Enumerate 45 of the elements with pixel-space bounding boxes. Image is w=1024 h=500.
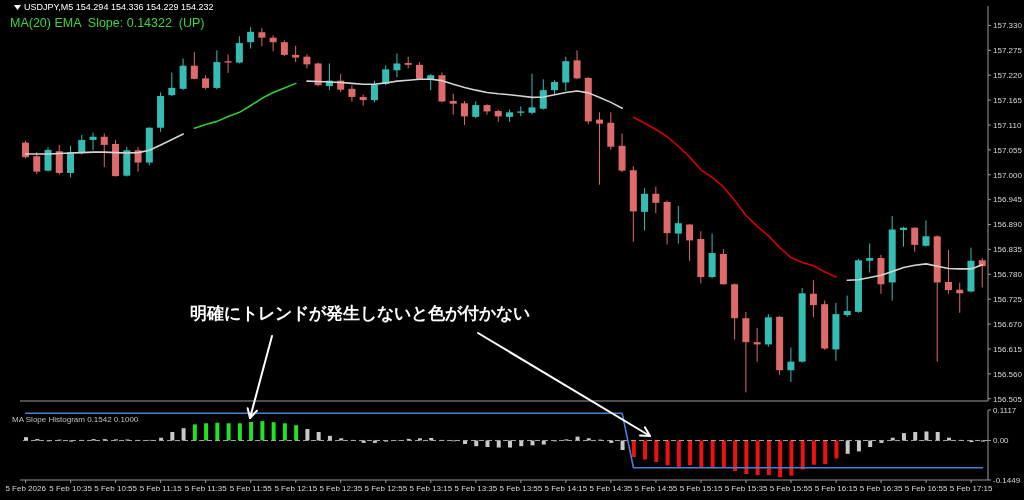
y-tick-label: -0.1449 [993, 475, 1021, 485]
x-tick-label: 5 Feb 13:15 [409, 484, 453, 493]
x-tick-label: 5 Feb 12:15 [274, 484, 318, 493]
x-tick-label: 5 Feb 12:35 [319, 484, 363, 493]
x-tick-label: 5 Feb 11:15 [139, 484, 183, 493]
y-tick-label: 157.055 [993, 145, 1023, 155]
chart-title: USDJPY,M5 154.294 154.336 154.229 154.232 [24, 2, 214, 13]
x-tick-label: 5 Feb 2026 [5, 484, 47, 493]
x-tick-label: 5 Feb 16:15 [814, 484, 858, 493]
text: MA Slope Histogram 0.1542 0.1000 [12, 415, 139, 425]
x-tick-label: 5 Feb 14:55 [634, 484, 678, 493]
x-tick-label: 5 Feb 15:55 [769, 484, 813, 493]
y-tick-label: 0.1117 [993, 405, 1017, 415]
y-tick-label: 156.725 [993, 295, 1023, 305]
x-tick-label: 5 Feb 16:55 [904, 484, 948, 493]
x-tick-label: 5 Feb 16:35 [859, 484, 903, 493]
x-tick-label: 5 Feb 14:15 [544, 484, 588, 493]
y-tick-label: 156.890 [993, 220, 1023, 230]
y-tick-label: 156.560 [993, 369, 1023, 379]
annotation: 明確にトレンドが発生しないと色が付かない [190, 304, 530, 324]
y-tick-label: 157.165 [993, 95, 1023, 105]
y-tick-label: 156.505 [993, 394, 1023, 404]
x-tick-label: 5 Feb 13:35 [454, 484, 498, 493]
x-tick-label: 5 Feb 11:55 [229, 484, 273, 493]
x-tick-label: 5 Feb 12:55 [364, 484, 408, 493]
y-tick-label: 156.670 [993, 319, 1023, 329]
y-tick-label: 156.780 [993, 270, 1023, 280]
y-tick-label: 156.945 [993, 195, 1023, 205]
x-tick-label: 5 Feb 14:35 [589, 484, 633, 493]
x-tick-label: 5 Feb 10:55 [94, 484, 138, 493]
x-tick-label: 5 Feb 17:15 [949, 484, 994, 493]
y-tick-label: 157.000 [993, 170, 1023, 180]
y-tick-label: 156.615 [993, 344, 1023, 354]
y-tick-label: 157.275 [993, 46, 1023, 56]
y-tick-label: 0.00 [993, 436, 1010, 446]
x-tick-label: 5 Feb 15:15 [679, 484, 723, 493]
x-tick-label: 5 Feb 11:35 [184, 484, 228, 493]
x-tick-label: 5 Feb 10:35 [49, 484, 93, 493]
x-tick-label: 5 Feb 13:55 [499, 484, 543, 493]
y-tick-label: 156.835 [993, 245, 1023, 255]
x-tick-label: 5 Feb 15:35 [724, 484, 768, 493]
y-tick-label: 157.110 [993, 120, 1022, 130]
y-tick-label: 157.330 [993, 21, 1023, 31]
text: MA(20) EMA Slope: 0.14322 (UP) [10, 16, 205, 31]
y-tick-label: 157.220 [993, 71, 1023, 81]
